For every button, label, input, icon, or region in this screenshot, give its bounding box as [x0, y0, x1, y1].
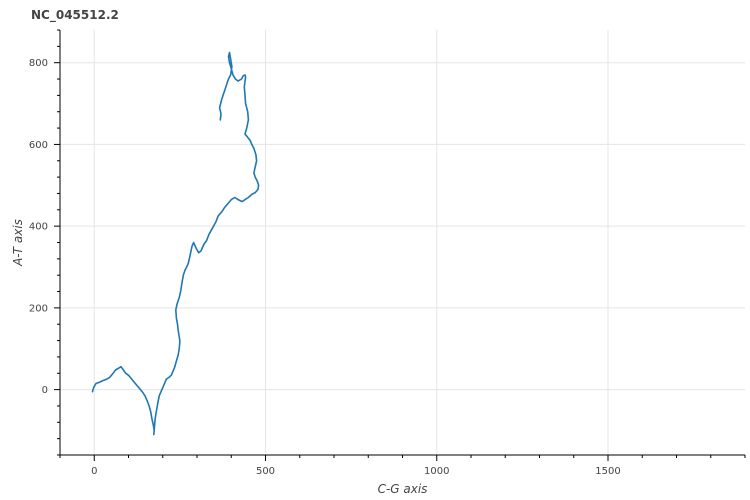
x-tick-label: 500 [256, 466, 275, 477]
grid-lines [60, 30, 745, 455]
y-tick-label: 0 [42, 385, 48, 396]
axes-layer: 0 200 400 600 800 0 500 1000 1500 [29, 29, 746, 477]
x-tick-label: 0 [91, 466, 97, 477]
x-tick-label: 1000 [424, 466, 449, 477]
y-tick-label: 200 [29, 303, 48, 314]
x-tick-label: 1500 [595, 466, 620, 477]
series-layer [91, 51, 260, 436]
y-axis-title: A-T axis [11, 219, 25, 267]
y-tick-label: 600 [29, 140, 48, 151]
chart-title: NC_045512.2 [31, 8, 119, 22]
y-tick-label: 800 [29, 58, 48, 69]
x-axis-title: C-G axis [378, 482, 428, 496]
series-line [91, 51, 260, 436]
y-tick-label: 400 [29, 222, 48, 233]
